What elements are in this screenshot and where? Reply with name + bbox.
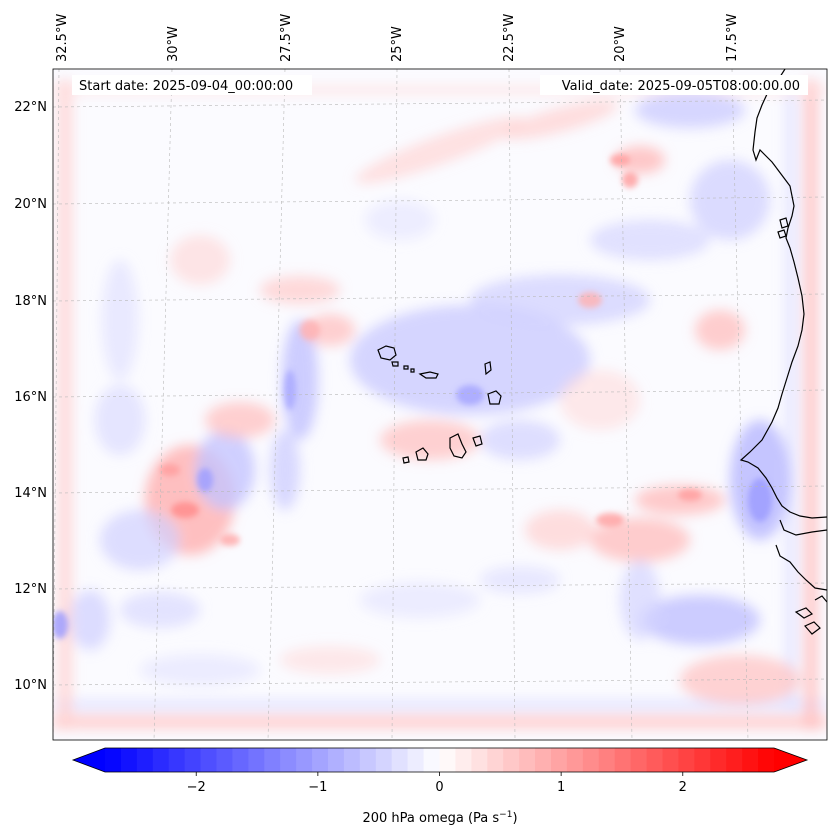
lon-label-25w: 25°W — [390, 26, 405, 62]
colorbar: −2 −1 0 1 2 200 hPa omega (Pa s−1) — [71, 747, 809, 826]
map-border — [52, 68, 828, 741]
lon-label-22-5w: 22.5°W — [502, 14, 517, 62]
colorbar-segment — [710, 748, 727, 772]
colorbar-segment — [646, 748, 664, 772]
santa-luzia-island — [403, 365, 415, 373]
latitude-labels: 22°N 20°N 18°N 16°N 14°N 12°N 10°N — [14, 100, 47, 693]
guinea-bissau-coastline — [775, 544, 827, 591]
colorbar-segment — [487, 748, 504, 772]
gambia-coastline — [779, 519, 827, 536]
lon-label-17-5w: 17.5°W — [725, 14, 740, 62]
colorbar-segment — [391, 748, 409, 772]
colorbar-segment — [678, 748, 695, 772]
colorbar-label: 200 hPa omega (Pa s−1) — [362, 810, 517, 826]
colorbar-ticks: −2 −1 0 1 2 — [187, 772, 687, 795]
colorbar-segment — [758, 748, 775, 772]
start-date-label: Start date: 2025-09-04_00:00:00 — [79, 79, 293, 94]
colorbar-segment — [519, 748, 536, 772]
colorbar-segment — [726, 748, 743, 772]
maio-island — [472, 435, 483, 447]
colorbar-segment — [359, 748, 377, 772]
lon-label-20w: 20°W — [613, 26, 628, 62]
colorbar-segment — [184, 748, 202, 772]
colorbar-tick-label: 1 — [557, 780, 565, 795]
coastlines — [377, 69, 827, 635]
sub-coast-islands — [777, 217, 789, 239]
colorbar-segment — [598, 748, 616, 772]
colorbar-segment — [105, 748, 122, 772]
colorbar-segment — [455, 748, 472, 772]
lat-label-22n: 22°N — [14, 100, 47, 115]
colorbar-tick-label: −1 — [308, 780, 327, 795]
colorbar-tick-label: 2 — [679, 780, 687, 795]
gridlines — [53, 69, 827, 740]
sal-island — [484, 361, 492, 376]
omega-field-detail — [53, 154, 772, 639]
colorbar-tick-label: −2 — [187, 780, 206, 795]
boa-vista-island — [487, 390, 502, 405]
west-africa-coastline — [739, 69, 827, 519]
colorbar-segment — [248, 748, 265, 772]
colorbar-segment — [375, 748, 393, 772]
lon-label-32-5w: 32.5°W — [55, 14, 70, 62]
guinea-islands — [794, 595, 827, 635]
lon-label-27-5w: 27.5°W — [279, 14, 294, 62]
colorbar-segment — [328, 748, 345, 772]
colorbar-max-extend — [774, 748, 807, 772]
colorbar-segment — [471, 748, 488, 772]
colorbar-segment — [535, 748, 552, 772]
colorbar-segment — [439, 748, 457, 772]
colorbar-segment — [662, 748, 680, 772]
colorbar-segment — [614, 748, 632, 772]
valid-date-box — [540, 75, 808, 95]
colorbar-segment — [136, 748, 154, 772]
lat-label-18n: 18°N — [14, 294, 47, 309]
lat-label-12n: 12°N — [14, 582, 47, 597]
omega-field — [53, 80, 827, 730]
colorbar-segments — [105, 748, 775, 772]
longitude-labels: 32.5°W 30°W 27.5°W 25°W 22.5°W 20°W 17.5… — [55, 14, 740, 62]
colorbar-segment — [407, 748, 425, 772]
colorbar-segment — [566, 748, 584, 772]
colorbar-segment — [168, 748, 186, 772]
colorbar-segment — [630, 748, 648, 772]
colorbar-segment — [296, 748, 313, 772]
lat-label-10n: 10°N — [14, 678, 47, 693]
fogo-island — [415, 447, 429, 461]
lat-label-16n: 16°N — [14, 390, 47, 405]
colorbar-segment — [120, 748, 138, 772]
colorbar-segment — [343, 748, 361, 772]
colorbar-segment — [232, 748, 249, 772]
sao-vicente-island — [391, 361, 399, 367]
colorbar-segment — [216, 748, 234, 772]
colorbar-tick-label: 0 — [435, 780, 443, 795]
colorbar-segment — [312, 748, 329, 772]
colorbar-segment — [503, 748, 520, 772]
colorbar-segment — [694, 748, 711, 772]
colorbar-segment — [152, 748, 170, 772]
santo-antao-island — [377, 345, 397, 361]
colorbar-segment — [582, 748, 600, 772]
colorbar-segment — [200, 748, 218, 772]
lat-label-14n: 14°N — [14, 486, 47, 501]
colorbar-segment — [264, 748, 281, 772]
start-date-box — [72, 75, 312, 95]
santiago-island — [449, 433, 467, 459]
colorbar-segment — [423, 748, 441, 772]
brava-island — [402, 456, 410, 464]
colorbar-segment — [742, 748, 759, 772]
lon-label-30w: 30°W — [166, 26, 181, 62]
sao-nicolau-island — [418, 371, 439, 379]
valid-date-label: Valid_date: 2025-09-05T08:00:00.00 — [562, 79, 800, 94]
colorbar-min-extend — [73, 748, 105, 772]
colorbar-segment — [280, 748, 297, 772]
colorbar-outline — [71, 747, 809, 773]
map-panel: Start date: 2025-09-04_00:00:00 Valid_da… — [52, 68, 828, 741]
lat-label-20n: 20°N — [14, 197, 47, 212]
colorbar-segment — [551, 748, 568, 772]
